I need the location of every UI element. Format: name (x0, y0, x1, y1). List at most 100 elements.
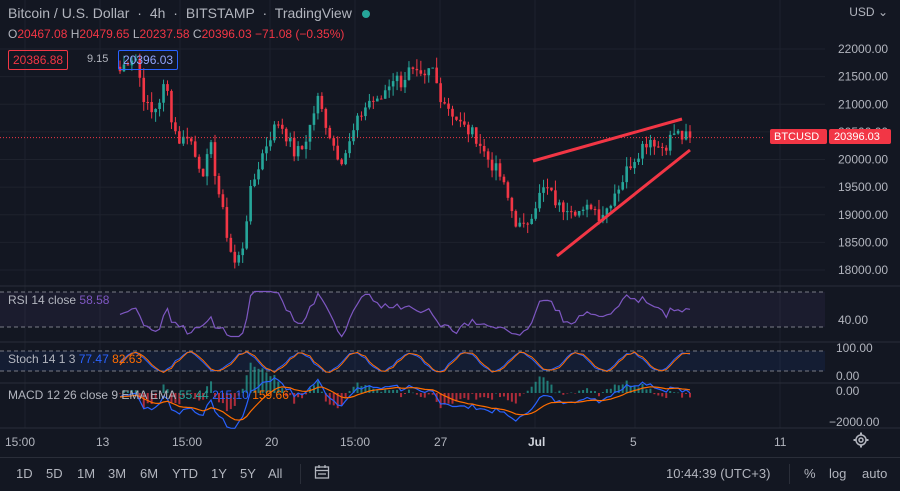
interval-label[interactable]: 4h (149, 5, 166, 21)
price-axis[interactable]: 22000.0021500.0021000.0020500.0020000.00… (838, 42, 888, 277)
gear-icon[interactable] (853, 432, 869, 453)
candle-body (435, 67, 438, 84)
macd-histogram-bar (479, 393, 482, 398)
close-value: 20396.03 (201, 27, 252, 41)
range-5d[interactable]: 5D (46, 466, 63, 481)
macd-histogram-bar (229, 393, 232, 410)
candle-body (577, 210, 581, 216)
macd-histogram-bar (281, 387, 284, 393)
stoch-legend[interactable]: Stoch 14 1 3 77.47 82.63 (8, 352, 142, 366)
macd-histogram-bar (455, 393, 458, 402)
macd-histogram-bar (411, 392, 414, 394)
rsi-band (0, 292, 825, 327)
range-1y[interactable]: 1Y (211, 466, 227, 481)
grid-lines (0, 0, 825, 428)
calendar-range-icon[interactable] (314, 464, 330, 483)
range-5y[interactable]: 5Y (240, 466, 256, 481)
macd-signal-value: 159.66 (252, 388, 289, 402)
candle-body (645, 143, 648, 148)
range-1d[interactable]: 1D (16, 466, 33, 481)
candle-body (684, 131, 688, 140)
candle-body (439, 83, 442, 103)
percent-toggle[interactable]: % (804, 466, 816, 481)
candle-body (225, 207, 229, 238)
candle-body (197, 156, 201, 169)
macd-histogram-bar (368, 385, 371, 393)
toolbar-divider (789, 464, 790, 484)
macd-histogram-bar (578, 390, 581, 393)
time-axis[interactable]: 15:00 13 15:00 20 15:00 27 Jul 5 11 (5, 435, 787, 449)
macd-histogram-bar (126, 391, 129, 393)
macd-histogram-bar (202, 393, 205, 400)
range-3m[interactable]: 3M (108, 466, 127, 481)
range-ytd[interactable]: YTD (172, 466, 198, 481)
macd-histogram-bar (597, 393, 600, 397)
trendline-upper[interactable] (532, 117, 683, 163)
candle-body (593, 209, 597, 211)
price-tick: 20000.00 (838, 153, 888, 167)
candle-body (395, 75, 399, 82)
macd-histogram-bar (158, 393, 161, 394)
rsi-params: 14 close (31, 293, 77, 307)
buy-price-button[interactable]: 20396.03 (118, 50, 179, 70)
range-1m[interactable]: 1M (77, 466, 96, 481)
rsi-name: RSI (8, 293, 29, 307)
clock-time[interactable]: 10:44:39 (UTC+3) (666, 466, 771, 481)
candle-body (657, 146, 660, 148)
symbol-name[interactable]: Bitcoin / U.S. Dollar (8, 5, 130, 21)
candle-body (368, 100, 371, 108)
candle-body (506, 182, 510, 198)
macd-histogram-bar (348, 390, 351, 393)
candle-body (296, 146, 300, 157)
range-6m[interactable]: 6M (140, 466, 159, 481)
candle-body (510, 197, 514, 212)
candle-body (304, 141, 308, 150)
currency-selector[interactable]: USD ⌄ (849, 5, 888, 19)
sell-price-button[interactable]: 20386.88 (8, 50, 69, 70)
macd-legend[interactable]: MACD 12 26 close 9 EMA EMA 55.44 215.10 … (8, 388, 289, 402)
range-all[interactable]: All (268, 466, 283, 481)
candle-body (668, 134, 672, 151)
macd-histogram-bar (198, 393, 201, 401)
candle-body (340, 159, 343, 165)
candle-body (288, 137, 292, 142)
macd-histogram-bar (613, 384, 616, 393)
candle-body (617, 189, 621, 194)
macd-histogram-bar (649, 388, 652, 393)
rsi-legend[interactable]: RSI 14 close 58.58 (8, 293, 109, 307)
candle-body (213, 142, 217, 176)
macd-histogram-bar (590, 390, 593, 393)
price-tick: 22000.00 (838, 42, 888, 56)
low-value: 20237.58 (139, 27, 190, 41)
macd-signal-line (119, 386, 691, 421)
macd-histogram-bar (344, 393, 347, 398)
trendline-lower[interactable] (556, 148, 691, 258)
log-toggle[interactable]: log (829, 466, 847, 481)
candle-body (660, 146, 664, 148)
macd-histogram-bar (431, 393, 434, 395)
macd-histogram-bar (443, 393, 446, 405)
candle-body (573, 211, 577, 216)
macd-histogram-bar (669, 390, 672, 393)
candle-body (653, 139, 656, 147)
time-tick: Jul (528, 435, 545, 449)
macd-params: 12 26 close 9 EMA EMA (46, 388, 176, 402)
price-chart[interactable]: 22000.0021500.0021000.0020500.0020000.00… (0, 0, 900, 455)
candle-body (312, 113, 316, 125)
candle-body (391, 81, 395, 87)
macd-histogram-bar (122, 390, 125, 393)
candle-body (348, 141, 351, 154)
macd-histogram-bar (352, 386, 355, 393)
symbol-header[interactable]: Bitcoin / U.S. Dollar · 4h · BITSTAMP · … (8, 5, 370, 21)
macd-histogram-bar (301, 393, 304, 399)
price-tick: 21500.00 (838, 70, 888, 84)
candle-body (482, 145, 486, 152)
macd-histogram-bar (601, 392, 604, 393)
candle-body (605, 208, 609, 215)
auto-toggle[interactable]: auto (862, 466, 888, 481)
macd-histogram-bar (495, 392, 498, 394)
candle-body (308, 124, 312, 142)
macd-histogram-bar (681, 393, 684, 398)
candlestick-series (118, 53, 692, 269)
candle-body (375, 98, 379, 102)
